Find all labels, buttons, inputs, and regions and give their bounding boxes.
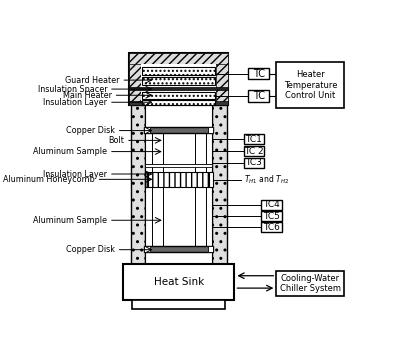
Bar <box>144 246 213 253</box>
Bar <box>129 54 228 64</box>
Text: Heater
Temperature
Control Unit: Heater Temperature Control Unit <box>284 70 337 100</box>
Text: TC1: TC1 <box>245 135 262 144</box>
Bar <box>142 92 215 99</box>
Bar <box>144 127 213 133</box>
Bar <box>146 172 212 187</box>
Text: Main Heater: Main Heater <box>63 91 112 100</box>
Bar <box>244 134 264 144</box>
Bar <box>248 91 270 102</box>
Text: Insulation Spacer: Insulation Spacer <box>38 84 107 94</box>
Text: TC6: TC6 <box>263 223 280 232</box>
Bar <box>276 271 344 296</box>
Bar <box>129 101 228 105</box>
Bar <box>144 127 150 133</box>
Text: TC4: TC4 <box>263 200 280 209</box>
Bar <box>244 158 264 167</box>
Bar <box>248 68 270 79</box>
Bar <box>146 105 212 264</box>
Bar <box>141 64 216 101</box>
Bar <box>142 100 215 105</box>
Bar <box>146 164 212 167</box>
Bar <box>208 246 213 253</box>
Bar <box>144 172 148 187</box>
Text: Bolt: Bolt <box>108 136 124 145</box>
Bar <box>123 264 234 300</box>
Text: Aluminum Honeycomb: Aluminum Honeycomb <box>3 175 95 184</box>
Bar <box>212 105 227 264</box>
Text: Heat Sink: Heat Sink <box>154 277 204 287</box>
Bar <box>261 200 282 210</box>
Bar <box>129 54 141 105</box>
Bar <box>276 62 344 108</box>
Text: Aluminum Sample: Aluminum Sample <box>33 147 107 156</box>
Bar <box>132 300 225 309</box>
Text: Copper Disk: Copper Disk <box>66 245 115 254</box>
Bar <box>142 67 215 75</box>
Bar <box>209 172 213 187</box>
Bar <box>129 87 228 91</box>
Bar <box>216 54 228 105</box>
Bar <box>208 127 213 133</box>
Text: Guard Heater: Guard Heater <box>65 76 120 84</box>
Bar <box>129 54 228 105</box>
Text: TC: TC <box>253 91 265 101</box>
Bar <box>142 77 215 86</box>
Text: TC3: TC3 <box>245 158 262 167</box>
Text: TC5: TC5 <box>263 211 280 221</box>
Text: TC: TC <box>253 69 265 79</box>
Bar <box>144 246 150 253</box>
Bar <box>244 146 264 156</box>
Text: TC 2: TC 2 <box>244 147 264 155</box>
Text: Aluminum Sample: Aluminum Sample <box>33 216 107 225</box>
Bar <box>261 222 282 232</box>
Text: Insulation Layer: Insulation Layer <box>43 170 107 178</box>
Text: Cooling-Water
Chiller System: Cooling-Water Chiller System <box>280 274 341 293</box>
Text: Insulation Layer: Insulation Layer <box>43 98 107 107</box>
Bar <box>261 211 282 221</box>
Bar <box>131 105 146 264</box>
Text: Copper Disk: Copper Disk <box>66 126 115 135</box>
Text: $T_{H1}$ and $T_{H2}$: $T_{H1}$ and $T_{H2}$ <box>244 174 289 186</box>
